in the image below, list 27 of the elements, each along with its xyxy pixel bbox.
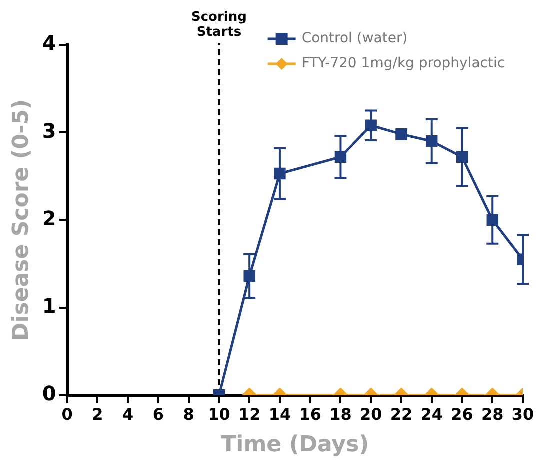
x-tick-label: 2 [92, 405, 104, 424]
x-tick-label: 20 [360, 405, 382, 424]
y-tick-label: 4 [42, 31, 56, 56]
y-tick-label: 1 [42, 294, 56, 318]
x-tick-label: 26 [451, 405, 474, 424]
y-tick-label: 0 [42, 382, 56, 406]
y-tick-label: 2 [42, 206, 56, 230]
ref-line-label: Scoring Starts [191, 10, 247, 40]
x-tick-label: 12 [238, 405, 261, 424]
x-tick-label: 8 [183, 405, 194, 424]
x-tick-label: 22 [390, 405, 413, 424]
x-tick-label: 14 [268, 405, 292, 424]
x-tick-label: 18 [330, 405, 352, 424]
x-tick-label: 0 [62, 405, 73, 424]
point [396, 128, 408, 140]
legend-label: Control (water) [302, 30, 408, 47]
x-tick-label: 30 [512, 405, 534, 424]
x-tick-label: 16 [299, 405, 322, 424]
y-tick-label: 3 [42, 118, 56, 143]
legend-label: FTY-720 1mg/kg prophylactic [302, 56, 506, 72]
y-axis-title: Disease Score (0-5) [8, 99, 34, 342]
x-tick-label: 10 [208, 405, 230, 424]
x-tick-label: 6 [152, 405, 164, 424]
x-tick-label: 4 [122, 405, 134, 424]
x-tick-label: 28 [481, 405, 504, 424]
x-tick-label: 24 [420, 405, 443, 424]
x-axis-title: Time (Days) [221, 432, 370, 458]
